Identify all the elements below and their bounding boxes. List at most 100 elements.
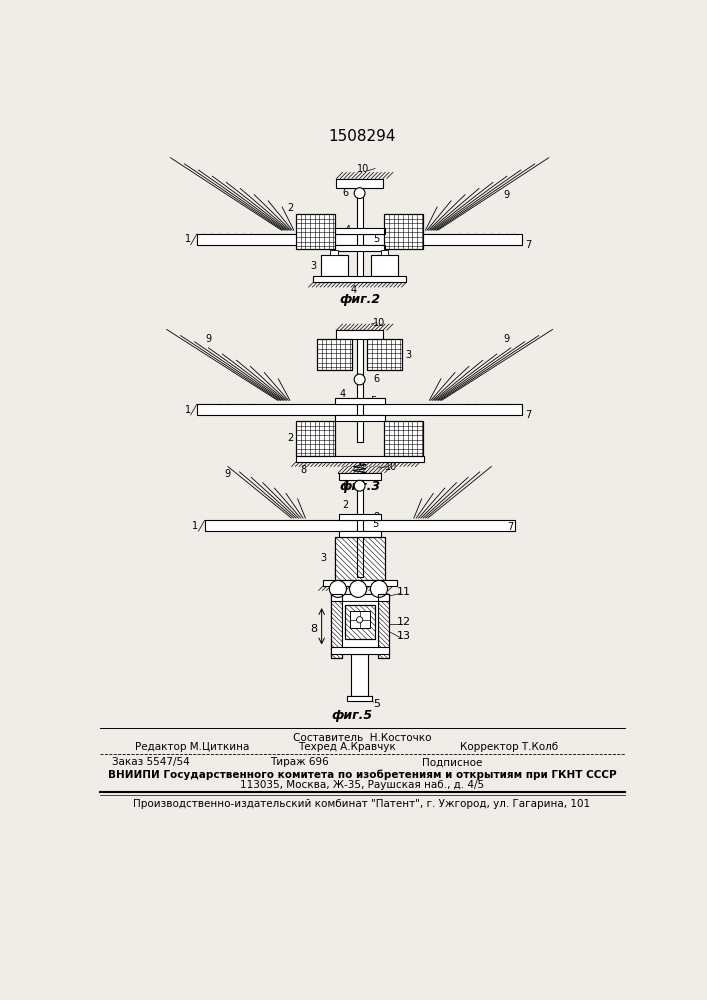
Text: 2: 2 xyxy=(343,500,349,510)
Bar xyxy=(380,250,388,255)
Bar xyxy=(335,228,385,234)
Bar xyxy=(296,214,335,249)
Bar xyxy=(341,601,378,651)
Text: 10: 10 xyxy=(385,462,397,472)
Text: 2: 2 xyxy=(287,203,293,213)
Text: 3: 3 xyxy=(405,350,411,360)
Text: Тираж 696: Тираж 696 xyxy=(271,757,329,767)
Text: 12: 12 xyxy=(397,617,411,627)
Text: 8: 8 xyxy=(325,226,332,236)
Bar xyxy=(323,580,397,586)
Bar xyxy=(356,480,363,577)
Bar xyxy=(385,421,423,456)
Text: Редактор М.Циткина: Редактор М.Циткина xyxy=(135,742,250,752)
Text: 6: 6 xyxy=(343,481,349,491)
Circle shape xyxy=(370,580,387,597)
Text: фиг.3: фиг.3 xyxy=(339,480,380,493)
Bar xyxy=(356,188,363,276)
Bar xyxy=(296,421,335,456)
Circle shape xyxy=(354,480,365,491)
Bar xyxy=(317,339,352,370)
Bar xyxy=(339,473,381,480)
Text: 7: 7 xyxy=(508,522,514,532)
Bar xyxy=(335,245,385,251)
Text: 10: 10 xyxy=(373,318,385,328)
Bar xyxy=(335,398,385,404)
Bar xyxy=(296,214,335,249)
Text: Составитель  Н.Косточко: Составитель Н.Косточко xyxy=(293,733,431,743)
Bar xyxy=(385,214,423,249)
Text: 7: 7 xyxy=(525,410,532,420)
Bar xyxy=(321,255,348,276)
Text: Корректор Т.Колб: Корректор Т.Колб xyxy=(460,742,559,752)
Bar xyxy=(347,696,372,701)
Text: 4: 4 xyxy=(345,225,351,235)
Bar xyxy=(330,250,338,255)
Text: Заказ 5547/54: Заказ 5547/54 xyxy=(112,757,189,767)
Bar xyxy=(351,654,368,696)
Bar xyxy=(204,520,515,531)
Text: 8: 8 xyxy=(373,512,380,522)
Bar xyxy=(385,421,423,456)
Text: ВНИИПИ Государственного комитета по изобретениям и открытиям при ГКНТ СССР: ВНИИПИ Государственного комитета по изоб… xyxy=(107,769,617,780)
Text: 11: 11 xyxy=(397,587,411,597)
Bar xyxy=(351,611,370,628)
Text: 9: 9 xyxy=(504,334,510,344)
Circle shape xyxy=(356,617,363,623)
Bar xyxy=(313,276,406,282)
Bar xyxy=(337,330,383,339)
Text: 1: 1 xyxy=(192,521,199,531)
Bar xyxy=(378,594,389,658)
Circle shape xyxy=(329,580,346,597)
Text: 3: 3 xyxy=(310,261,316,271)
Bar xyxy=(331,594,341,658)
Bar xyxy=(345,605,375,639)
Bar xyxy=(335,415,385,421)
Text: 4: 4 xyxy=(339,389,346,399)
Text: 13: 13 xyxy=(397,631,411,641)
Bar xyxy=(385,214,423,249)
Text: 1: 1 xyxy=(185,234,191,244)
Text: 5: 5 xyxy=(373,234,380,244)
Text: 2: 2 xyxy=(287,433,293,443)
Text: 9: 9 xyxy=(225,469,231,479)
Text: фиг.5: фиг.5 xyxy=(332,709,373,722)
Bar xyxy=(337,179,383,188)
Bar xyxy=(197,404,522,415)
Text: 5: 5 xyxy=(372,519,378,529)
Text: 1508294: 1508294 xyxy=(328,129,396,144)
Bar xyxy=(296,456,424,462)
Bar xyxy=(356,339,363,442)
Text: 1: 1 xyxy=(185,405,191,415)
Bar xyxy=(371,255,398,276)
Bar xyxy=(368,339,402,370)
Text: 9: 9 xyxy=(504,190,510,200)
Circle shape xyxy=(349,580,367,597)
Text: Подписное: Подписное xyxy=(421,757,482,767)
Bar xyxy=(339,531,381,537)
Bar xyxy=(317,339,352,370)
Text: Производственно-издательский комбинат "Патент", г. Ужгород, ул. Гагарина, 101: Производственно-издательский комбинат "П… xyxy=(134,799,590,809)
Bar xyxy=(378,594,389,658)
Text: 5: 5 xyxy=(370,396,377,406)
Text: фиг.4: фиг.4 xyxy=(339,598,380,611)
Circle shape xyxy=(354,188,365,199)
Bar xyxy=(368,339,402,370)
Text: 6: 6 xyxy=(343,188,349,198)
Text: 10: 10 xyxy=(357,164,370,174)
Text: 3: 3 xyxy=(320,553,326,563)
Text: 5: 5 xyxy=(373,699,380,709)
Circle shape xyxy=(354,374,365,385)
Text: 8: 8 xyxy=(300,465,307,475)
Text: 4: 4 xyxy=(356,590,363,600)
Text: 113035, Москва, Ж-35, Раушская наб., д. 4/5: 113035, Москва, Ж-35, Раушская наб., д. … xyxy=(240,780,484,790)
Text: 7: 7 xyxy=(525,240,532,250)
Text: 4: 4 xyxy=(351,285,356,295)
Bar xyxy=(296,421,335,456)
Bar xyxy=(339,514,381,520)
Text: 6: 6 xyxy=(373,374,380,384)
Bar xyxy=(335,537,385,580)
Bar xyxy=(335,537,385,580)
Bar xyxy=(197,234,522,245)
Text: 9: 9 xyxy=(206,334,211,344)
